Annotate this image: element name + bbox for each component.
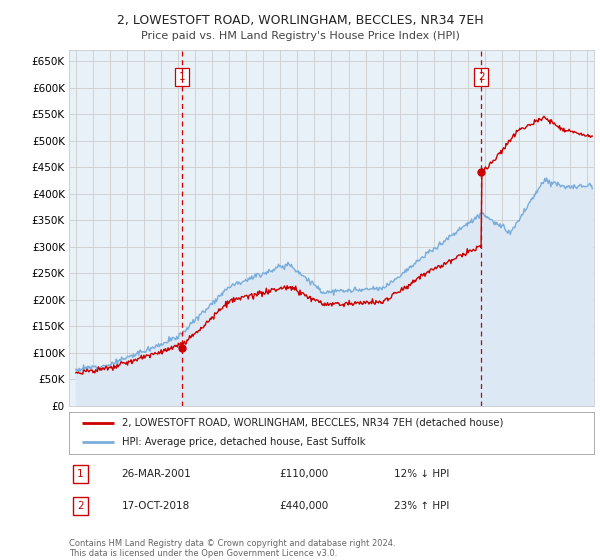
Text: 2: 2 [478,72,485,82]
Text: 1: 1 [77,469,84,479]
Text: 23% ↑ HPI: 23% ↑ HPI [395,501,450,511]
Text: 17-OCT-2018: 17-OCT-2018 [121,501,190,511]
Text: 2: 2 [77,501,84,511]
Text: 2, LOWESTOFT ROAD, WORLINGHAM, BECCLES, NR34 7EH: 2, LOWESTOFT ROAD, WORLINGHAM, BECCLES, … [116,14,484,27]
Text: 12% ↓ HPI: 12% ↓ HPI [395,469,450,479]
Text: 2, LOWESTOFT ROAD, WORLINGHAM, BECCLES, NR34 7EH (detached house): 2, LOWESTOFT ROAD, WORLINGHAM, BECCLES, … [121,418,503,428]
Text: £110,000: £110,000 [279,469,328,479]
Text: 1: 1 [179,72,185,82]
Text: Contains HM Land Registry data © Crown copyright and database right 2024.
This d: Contains HM Land Registry data © Crown c… [69,539,395,558]
Text: Price paid vs. HM Land Registry's House Price Index (HPI): Price paid vs. HM Land Registry's House … [140,31,460,41]
Text: HPI: Average price, detached house, East Suffolk: HPI: Average price, detached house, East… [121,437,365,447]
Text: £440,000: £440,000 [279,501,328,511]
Text: 26-MAR-2001: 26-MAR-2001 [121,469,191,479]
